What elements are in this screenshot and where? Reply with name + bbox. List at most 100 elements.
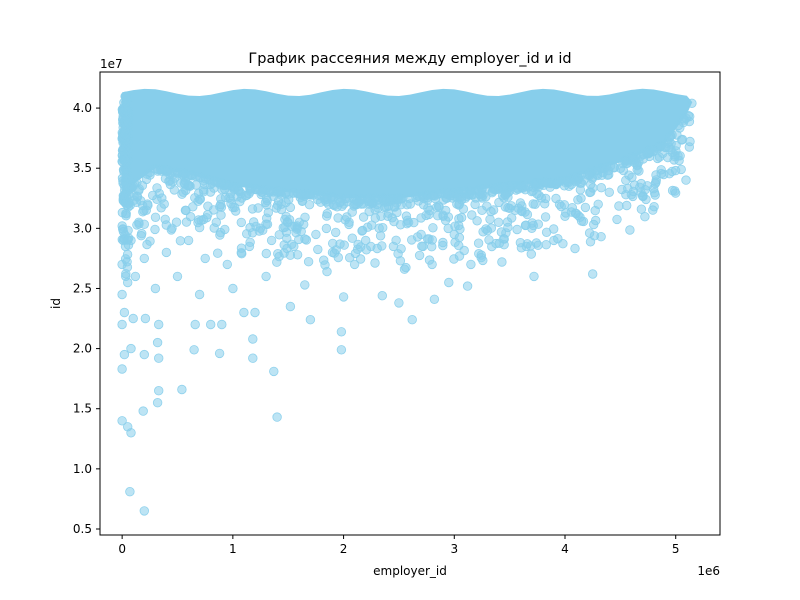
- data-point: [573, 195, 583, 205]
- data-point: [421, 210, 431, 221]
- data-point: [297, 196, 308, 206]
- data-point: [265, 185, 276, 196]
- data-point: [172, 271, 183, 282]
- data-point: [597, 170, 607, 181]
- data-point: [236, 188, 246, 199]
- dense-point-band: [122, 88, 693, 199]
- data-point: [117, 416, 127, 426]
- data-point: [153, 319, 164, 330]
- data-point: [142, 199, 153, 209]
- data-point: [117, 145, 128, 156]
- data-point: [454, 213, 464, 224]
- data-point: [280, 214, 290, 225]
- data-point: [438, 240, 448, 251]
- data-point: [272, 412, 282, 422]
- data-point: [229, 183, 240, 194]
- data-point: [150, 283, 161, 294]
- data-point: [152, 398, 163, 408]
- data-point: [311, 229, 321, 240]
- data-point: [285, 301, 296, 312]
- data-point: [622, 200, 632, 211]
- data-point: [253, 203, 263, 213]
- data-point: [388, 241, 399, 252]
- data-point: [177, 384, 187, 395]
- data-point: [665, 131, 676, 142]
- data-point: [322, 208, 333, 219]
- data-point: [336, 327, 347, 337]
- data-point: [200, 253, 210, 264]
- data-point: [520, 181, 530, 191]
- data-point: [326, 192, 337, 202]
- data-point: [190, 319, 200, 330]
- data-point: [487, 241, 497, 252]
- data-point: [142, 169, 152, 179]
- data-point: [658, 148, 668, 159]
- data-point: [648, 145, 659, 156]
- data-point: [370, 213, 381, 223]
- data-point: [263, 207, 274, 218]
- x-tick-label: 1: [229, 542, 237, 556]
- data-point: [153, 353, 164, 363]
- data-point: [684, 142, 695, 152]
- data-point: [279, 248, 289, 258]
- data-point: [119, 191, 129, 201]
- data-point: [347, 233, 358, 243]
- data-point: [245, 186, 256, 196]
- data-point: [175, 236, 186, 246]
- data-point: [138, 406, 148, 416]
- data-point: [276, 199, 286, 210]
- data-point: [667, 185, 678, 196]
- data-point: [126, 343, 136, 354]
- data-point: [589, 219, 599, 230]
- data-point: [383, 211, 393, 222]
- data-point: [261, 193, 272, 204]
- data-point: [161, 247, 172, 258]
- data-point: [217, 319, 227, 330]
- data-point: [596, 182, 607, 193]
- data-point: [159, 165, 169, 175]
- data-point: [118, 224, 128, 234]
- data-point: [139, 506, 150, 516]
- data-point: [648, 183, 659, 194]
- data-point: [576, 216, 587, 226]
- data-point: [349, 259, 360, 270]
- data-point: [266, 235, 277, 246]
- data-point: [282, 233, 292, 244]
- data-point: [488, 205, 499, 215]
- y-tick-label: 3.5: [73, 161, 92, 175]
- data-point: [292, 250, 303, 260]
- data-point: [275, 186, 286, 197]
- data-point: [474, 248, 484, 259]
- data-point: [416, 229, 426, 240]
- data-point: [248, 334, 258, 344]
- data-point: [526, 249, 537, 259]
- data-point: [293, 189, 303, 199]
- y-tick-label: 0.5: [73, 522, 92, 536]
- data-point: [512, 224, 522, 235]
- data-point: [283, 189, 294, 199]
- data-point: [570, 172, 580, 182]
- data-point: [405, 199, 416, 209]
- data-point: [167, 223, 177, 234]
- data-point: [625, 225, 635, 235]
- data-point: [331, 227, 341, 238]
- data-point: [338, 292, 349, 302]
- data-point: [152, 337, 163, 348]
- data-point: [153, 386, 164, 396]
- data-point: [344, 217, 354, 228]
- data-point: [327, 247, 338, 258]
- data-point: [529, 271, 539, 282]
- data-point: [156, 203, 166, 213]
- data-point: [236, 243, 247, 253]
- data-point: [313, 244, 323, 255]
- data-point: [303, 257, 314, 267]
- data-point: [126, 428, 136, 438]
- data-point: [117, 173, 128, 183]
- data-point: [139, 253, 150, 264]
- data-point: [140, 313, 151, 324]
- data-point: [466, 185, 477, 196]
- data-point: [407, 315, 417, 325]
- data-point: [560, 211, 570, 222]
- data-point: [626, 189, 637, 200]
- data-point: [139, 349, 150, 360]
